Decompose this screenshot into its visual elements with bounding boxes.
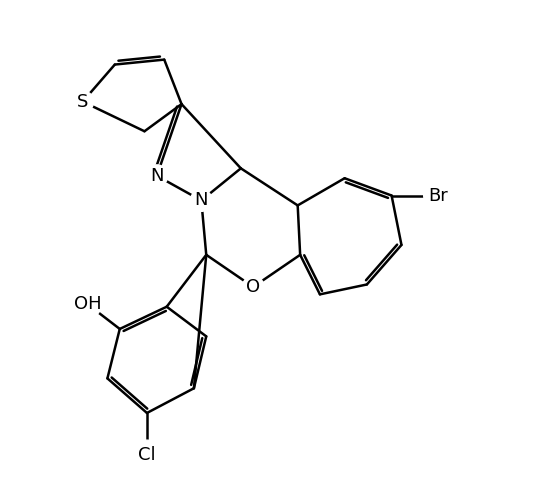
Circle shape	[424, 180, 453, 210]
Text: Br: Br	[428, 187, 448, 204]
Text: Cl: Cl	[138, 446, 156, 464]
Text: S: S	[77, 93, 88, 110]
Circle shape	[74, 290, 102, 318]
Text: N: N	[150, 167, 163, 185]
Circle shape	[72, 91, 94, 112]
Text: N: N	[195, 192, 208, 209]
Text: OH: OH	[74, 295, 102, 313]
Circle shape	[190, 190, 212, 211]
Circle shape	[242, 276, 264, 298]
Circle shape	[132, 440, 162, 470]
Circle shape	[146, 165, 168, 187]
Text: O: O	[246, 278, 260, 296]
